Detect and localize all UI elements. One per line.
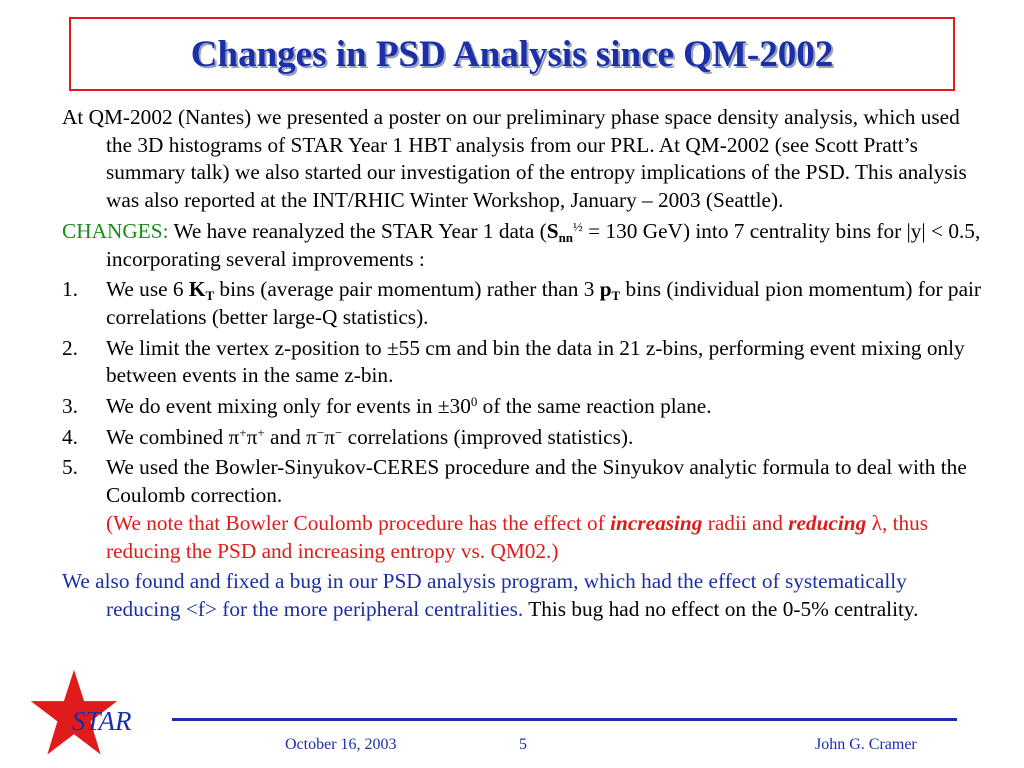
s-symbol: S [546, 218, 559, 243]
kt-symbol: K [188, 277, 206, 302]
item-number: 4. [62, 424, 78, 449]
changes-label: CHANGES: [62, 218, 169, 243]
charge-superscript: − [334, 424, 343, 440]
item-text: bins (individual pion momentum) for pair… [106, 277, 982, 329]
item-number: 2. [62, 335, 78, 360]
item-text: and π [264, 424, 317, 449]
coulomb-note: (We note that Bowler Coulomb procedure h… [106, 511, 928, 563]
note-text: λ, thus reducing the PSD and increasing … [106, 510, 929, 563]
changes-text-a: We have reanalyzed the STAR Year 1 data … [168, 218, 547, 243]
title-box: Changes in PSD Analysis since QM-2002 [69, 17, 955, 91]
pt-subscript: T [611, 288, 621, 304]
kt-subscript: T [205, 288, 215, 304]
footer-author: John G. Cramer [815, 736, 917, 753]
star-logo-icon [30, 669, 118, 755]
bug-paragraph: We also found and fixed a bug in our PSD… [62, 568, 982, 623]
list-item: 5. We used the Bowler-Sinyukov-CERES proc… [62, 454, 982, 565]
intro-paragraph: At QM-2002 (Nantes) we presented a poste… [62, 105, 967, 213]
slide-title: Changes in PSD Analysis since QM-2002 [190, 33, 834, 75]
item-text: bins (average pair momentum) rather than… [214, 277, 600, 302]
half-superscript: ½ [573, 218, 583, 234]
item-number: 3. [62, 394, 78, 419]
item-text: We combined π [106, 424, 240, 449]
item-text: We limit the vertex z-position to ±55 cm… [106, 335, 965, 388]
item-number: 1. [62, 277, 78, 302]
degree-superscript: 0 [470, 394, 478, 410]
charge-superscript: + [239, 424, 247, 440]
charge-superscript: − [316, 424, 325, 440]
footer-date: October 16, 2003 [285, 736, 397, 753]
item-text: of the same reaction plane. [477, 394, 712, 419]
star-logo-text: STAR [72, 706, 132, 736]
changes-text-b: = 130 GeV) into 7 centrality bins for |y… [106, 218, 981, 271]
note-emphasis: increasing [610, 510, 703, 535]
charge-superscript: + [257, 424, 265, 440]
pt-symbol: p [599, 277, 612, 302]
bug-text-blue: We also found and fixed a bug in our PSD… [62, 569, 907, 621]
item-text: π [246, 424, 258, 449]
page-number: 5 [519, 736, 527, 753]
changes-paragraph: CHANGES: We have reanalyzed the STAR Yea… [62, 218, 982, 273]
item-text: We use 6 [106, 277, 189, 302]
note-emphasis: reducing [788, 510, 867, 535]
note-text: radii and [702, 510, 789, 535]
bug-text-black: This bug had no effect on the 0-5% centr… [523, 596, 919, 621]
list-item: 4. We combined π+π+ and π−π− correlations… [62, 424, 982, 452]
item-text: We do event mixing only for events in ±3… [106, 394, 471, 419]
item-text: correlations (improved statistics). [342, 424, 634, 449]
item-text: We used the Bowler-Sinyukov-CERES proced… [106, 455, 967, 508]
note-text: (We note that Bowler Coulomb procedure h… [106, 510, 611, 535]
footer-divider [172, 718, 957, 721]
list-item: 3. We do event mixing only for events in … [62, 393, 982, 421]
item-number: 5. [62, 455, 78, 480]
list-item: 2. We limit the vertex z-position to ±55 … [62, 335, 982, 390]
slide-body: At QM-2002 (Nantes) we presented a poste… [62, 104, 982, 627]
list-item: 1. We use 6 KT bins (average pair momentu… [62, 276, 982, 331]
nn-subscript: nn [558, 229, 574, 245]
item-text: π [324, 424, 335, 449]
